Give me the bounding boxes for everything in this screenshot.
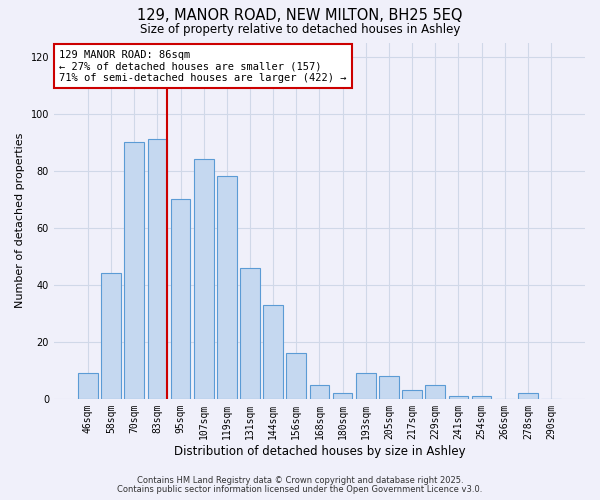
- Text: 129, MANOR ROAD, NEW MILTON, BH25 5EQ: 129, MANOR ROAD, NEW MILTON, BH25 5EQ: [137, 8, 463, 22]
- Bar: [518, 393, 538, 399]
- Text: 129 MANOR ROAD: 86sqm
← 27% of detached houses are smaller (157)
71% of semi-det: 129 MANOR ROAD: 86sqm ← 27% of detached …: [59, 50, 347, 83]
- Bar: [449, 396, 468, 399]
- Bar: [263, 305, 283, 399]
- Bar: [379, 376, 399, 399]
- Bar: [78, 373, 98, 399]
- Bar: [333, 393, 352, 399]
- Text: Contains public sector information licensed under the Open Government Licence v3: Contains public sector information licen…: [118, 484, 482, 494]
- Bar: [101, 274, 121, 399]
- Bar: [240, 268, 260, 399]
- Bar: [425, 384, 445, 399]
- Bar: [402, 390, 422, 399]
- Bar: [310, 384, 329, 399]
- Bar: [148, 140, 167, 399]
- Bar: [472, 396, 491, 399]
- Bar: [194, 160, 214, 399]
- Text: Contains HM Land Registry data © Crown copyright and database right 2025.: Contains HM Land Registry data © Crown c…: [137, 476, 463, 485]
- Y-axis label: Number of detached properties: Number of detached properties: [15, 133, 25, 308]
- Bar: [217, 176, 236, 399]
- Bar: [356, 373, 376, 399]
- Bar: [286, 353, 306, 399]
- X-axis label: Distribution of detached houses by size in Ashley: Distribution of detached houses by size …: [173, 444, 465, 458]
- Bar: [170, 200, 190, 399]
- Bar: [124, 142, 144, 399]
- Text: Size of property relative to detached houses in Ashley: Size of property relative to detached ho…: [140, 22, 460, 36]
